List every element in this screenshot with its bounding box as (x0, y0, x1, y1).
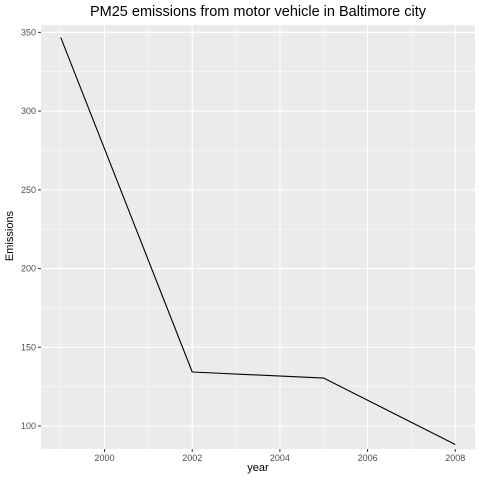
axis-ticks: 2000 2002 2004 2006 2008 100 150 200 250 300 350 (21, 27, 465, 463)
y-tick-label: 300 (21, 106, 36, 116)
grid-minor (41, 25, 475, 449)
y-tick-label: 150 (21, 342, 36, 352)
x-axis-label: year (247, 462, 269, 474)
x-tick-label: 2002 (182, 453, 202, 463)
y-tick-label: 350 (21, 27, 36, 37)
plot-panel (41, 25, 475, 449)
series-layer (60, 37, 456, 445)
y-tick-label: 100 (21, 421, 36, 431)
grid-major (41, 25, 475, 449)
y-tick-label: 200 (21, 264, 36, 274)
x-tick-label: 2006 (358, 453, 378, 463)
x-tick-label: 2008 (445, 453, 465, 463)
series-line (60, 37, 456, 445)
chart-title: PM25 emissions from motor vehicle in Bal… (90, 4, 427, 20)
y-tick-label: 250 (21, 185, 36, 195)
x-tick-label: 2004 (270, 453, 290, 463)
y-axis-label: Emissions (4, 210, 16, 261)
x-tick-label: 2000 (95, 453, 115, 463)
